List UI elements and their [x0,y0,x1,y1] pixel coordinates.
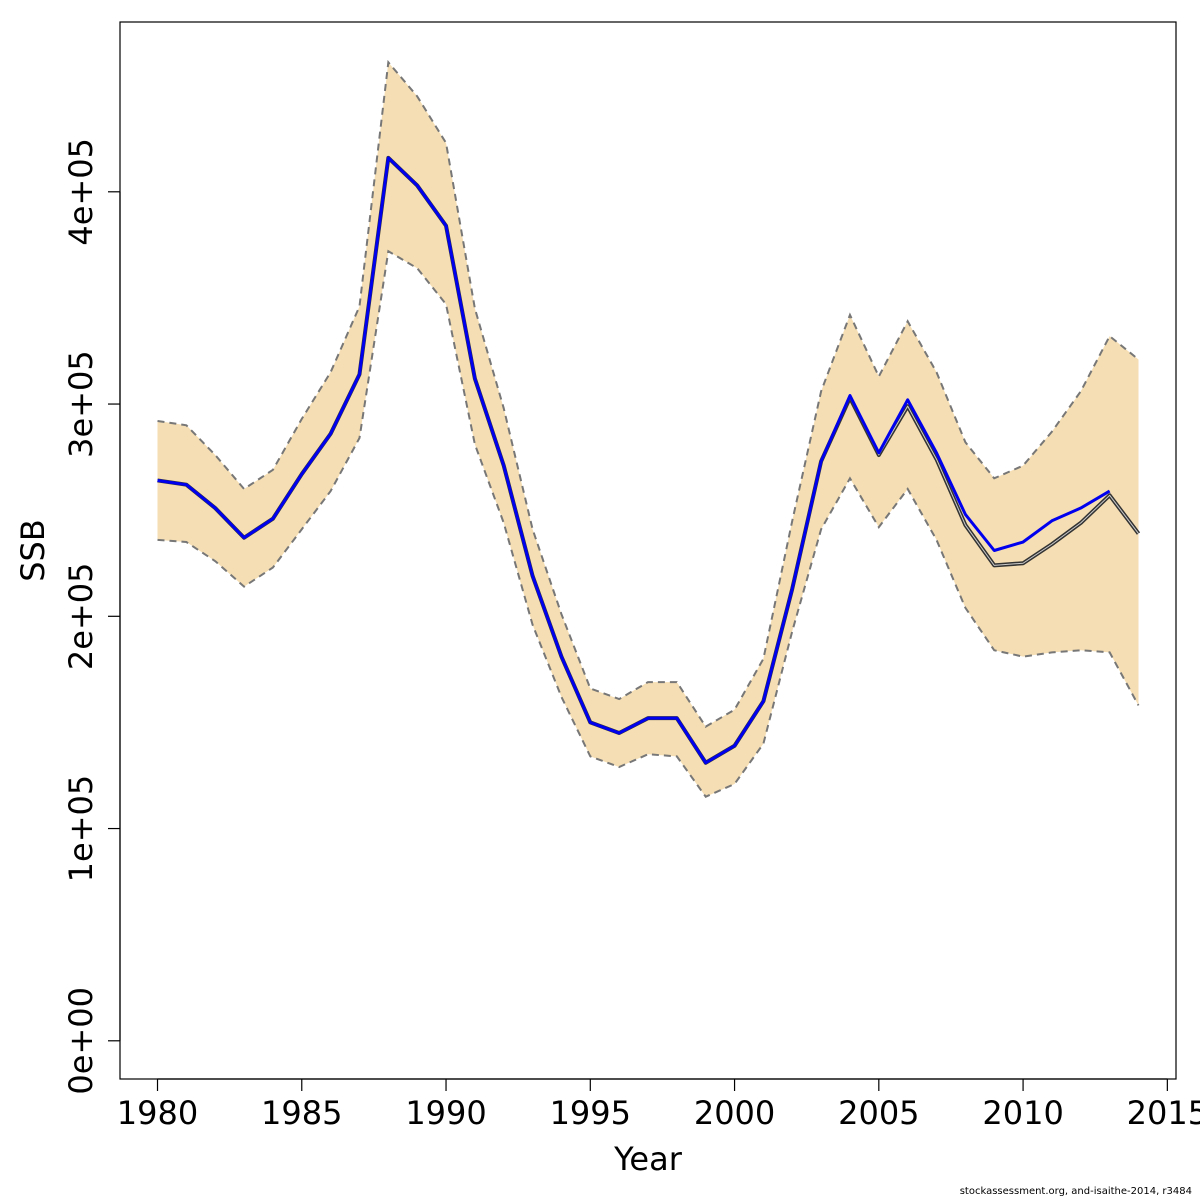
x-tick-label: 2005 [838,1094,919,1132]
footer-credit: stockassessment.org, and-isaithe-2014, r… [959,1186,1192,1197]
y-tick-label: 2e+05 [62,563,100,671]
y-tick-label: 0e+00 [62,987,100,1095]
x-tick-label: 2015 [1127,1094,1200,1132]
y-axis-label: SSB [14,519,52,582]
x-tick-label: 2000 [694,1094,775,1132]
y-tick-label: 1e+05 [62,775,100,883]
x-axis-label: Year [613,1140,683,1178]
x-tick-label: 2010 [982,1094,1063,1132]
x-tick-label: 1995 [550,1094,631,1132]
x-tick-label: 1985 [261,1094,342,1132]
band-area [157,62,1139,797]
band-upper-line [157,59,1140,729]
x-tick-label: 1980 [117,1094,198,1132]
band-lower-line [157,249,1140,798]
x-tick-label: 1990 [405,1094,486,1132]
y-axis: 0e+00 1e+05 2e+05 3e+05 4e+05 [62,138,121,1095]
series-line-current [157,156,1111,765]
series-lines [157,155,1141,765]
y-tick-label: 4e+05 [62,138,100,246]
x-axis: 1980 1985 1990 1995 2000 2005 2010 2015 [117,1078,1200,1132]
y-tick-label: 3e+05 [62,350,100,458]
confidence-band [157,59,1140,798]
